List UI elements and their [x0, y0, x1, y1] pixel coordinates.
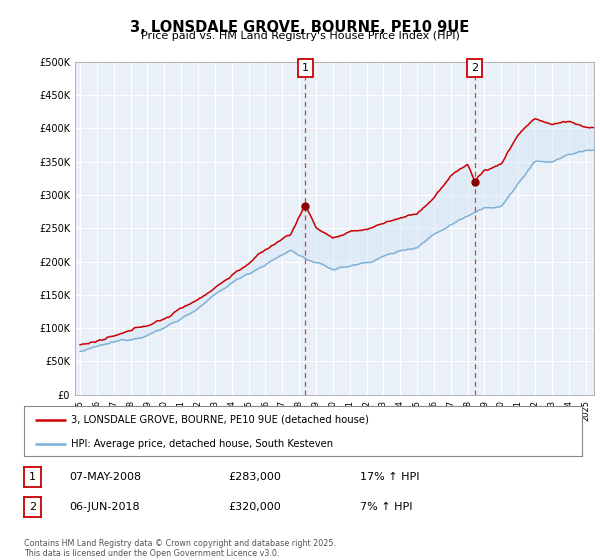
Text: HPI: Average price, detached house, South Kesteven: HPI: Average price, detached house, Sout… — [71, 439, 334, 449]
Text: 07-MAY-2008: 07-MAY-2008 — [69, 472, 141, 482]
Text: 3, LONSDALE GROVE, BOURNE, PE10 9UE: 3, LONSDALE GROVE, BOURNE, PE10 9UE — [130, 20, 470, 35]
Text: 3, LONSDALE GROVE, BOURNE, PE10 9UE (detached house): 3, LONSDALE GROVE, BOURNE, PE10 9UE (det… — [71, 414, 370, 424]
Text: 2: 2 — [472, 63, 478, 73]
Text: 17% ↑ HPI: 17% ↑ HPI — [360, 472, 419, 482]
Text: 1: 1 — [302, 63, 308, 73]
Text: 06-JUN-2018: 06-JUN-2018 — [69, 502, 140, 512]
Text: 2: 2 — [29, 502, 36, 512]
Text: 1: 1 — [29, 472, 36, 482]
Text: Contains HM Land Registry data © Crown copyright and database right 2025.
This d: Contains HM Land Registry data © Crown c… — [24, 539, 336, 558]
Text: £283,000: £283,000 — [228, 472, 281, 482]
Text: 7% ↑ HPI: 7% ↑ HPI — [360, 502, 413, 512]
Text: £320,000: £320,000 — [228, 502, 281, 512]
Text: Price paid vs. HM Land Registry's House Price Index (HPI): Price paid vs. HM Land Registry's House … — [140, 31, 460, 41]
